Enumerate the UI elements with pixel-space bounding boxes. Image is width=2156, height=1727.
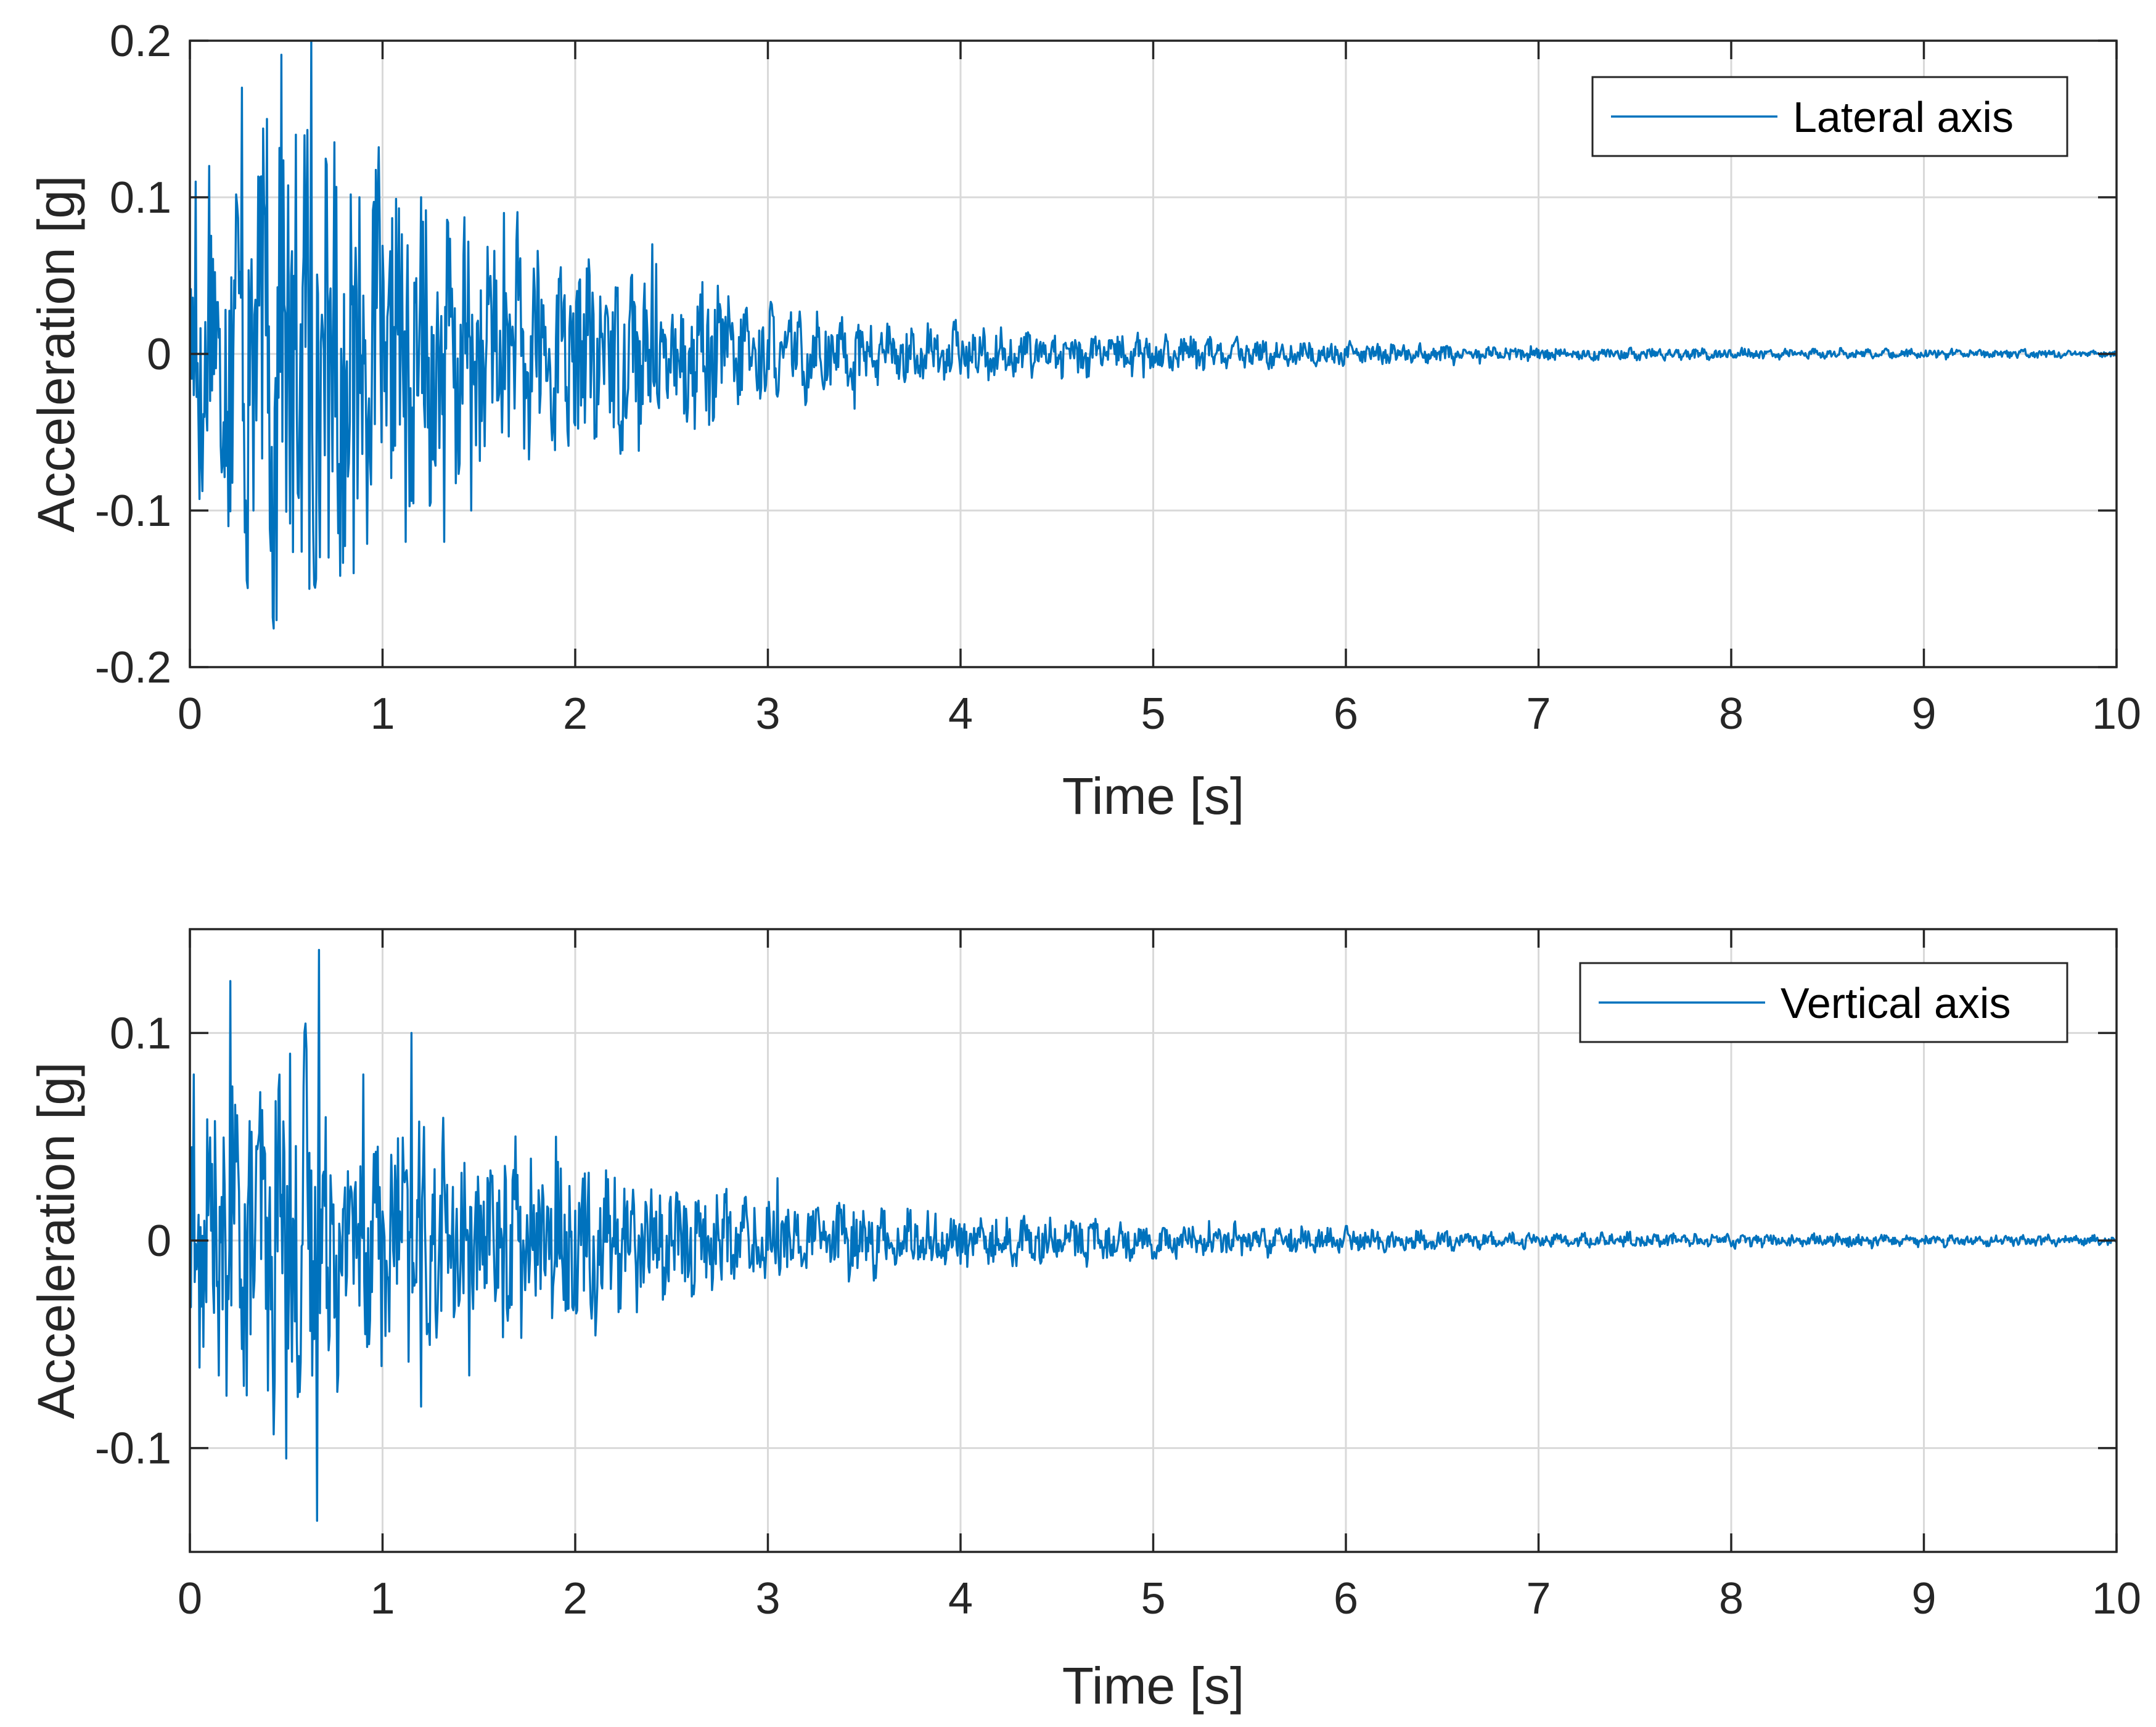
y-tick-label: 0.1 bbox=[110, 1009, 171, 1058]
y-tick-labels-lateral: -0.2 -0.1 0 0.1 0.2 bbox=[95, 17, 171, 692]
y-tick-label: 0.2 bbox=[110, 17, 171, 66]
x-tick-label: 0 bbox=[178, 689, 202, 739]
y-tick-label: 0.1 bbox=[110, 173, 171, 223]
y-tick-label: -0.1 bbox=[95, 486, 171, 536]
x-tick-label: 7 bbox=[1526, 689, 1551, 739]
x-tick-label: 9 bbox=[1911, 1574, 1936, 1623]
x-axis-label-vertical: Time [s] bbox=[1062, 1657, 1245, 1715]
y-axis-label-vertical: Acceleration [g] bbox=[27, 1062, 85, 1419]
y-tick-label: 0 bbox=[147, 330, 171, 379]
tick-marks-vertical bbox=[189, 929, 2118, 1552]
x-tick-label: 8 bbox=[1719, 689, 1744, 739]
y-tick-label: -0.1 bbox=[95, 1424, 171, 1474]
x-tick-labels-vertical: 0 1 2 3 4 5 6 7 8 9 10 bbox=[178, 1574, 2141, 1623]
legend-vertical: Vertical axis bbox=[1579, 962, 2068, 1043]
x-tick-label: 5 bbox=[1141, 689, 1165, 739]
x-tick-label: 6 bbox=[1334, 689, 1358, 739]
series-line-lateral-axis bbox=[190, 41, 2117, 630]
x-tick-label: 2 bbox=[563, 689, 588, 739]
series-line-vertical-axis bbox=[190, 949, 2117, 1522]
legend-entry-vertical-axis: Vertical axis bbox=[1781, 979, 2010, 1027]
y-axis-label-lateral: Acceleration [g] bbox=[27, 176, 85, 533]
x-tick-label: 3 bbox=[755, 689, 780, 739]
x-tick-label: 4 bbox=[948, 1574, 973, 1623]
tick-marks-lateral bbox=[189, 39, 2118, 668]
x-tick-label: 0 bbox=[178, 1574, 202, 1623]
x-tick-label: 6 bbox=[1334, 1574, 1358, 1623]
y-tick-label: 0 bbox=[147, 1216, 171, 1266]
x-tick-labels-lateral: 0 1 2 3 4 5 6 7 8 9 10 bbox=[178, 689, 2141, 739]
y-tick-label: -0.2 bbox=[95, 643, 171, 692]
x-tick-label: 1 bbox=[370, 1574, 395, 1623]
x-tick-label: 1 bbox=[370, 689, 395, 739]
x-tick-label: 7 bbox=[1526, 1574, 1551, 1623]
chart-panel-vertical: 0 1 2 3 4 5 6 7 8 9 10 -0.1 0 0.1 Time [s] Accelerat… bbox=[27, 928, 2141, 1715]
x-tick-label: 8 bbox=[1719, 1574, 1744, 1623]
y-tick-labels-vertical: -0.1 0 0.1 bbox=[95, 1009, 171, 1473]
chart-panel-lateral: 0 1 2 3 4 5 6 7 8 9 10 -0.2 -0.1 0 0.1 0.2 Time [s] Ac… bbox=[27, 17, 2141, 825]
x-tick-label: 10 bbox=[2092, 689, 2141, 739]
x-tick-label: 10 bbox=[2092, 1574, 2141, 1623]
legend-entry-lateral-axis: Lateral axis bbox=[1793, 93, 2014, 141]
legend-lateral: Lateral axis bbox=[1591, 76, 2068, 157]
x-tick-label: 3 bbox=[755, 1574, 780, 1623]
x-tick-label: 2 bbox=[563, 1574, 588, 1623]
x-tick-label: 5 bbox=[1141, 1574, 1165, 1623]
x-tick-label: 4 bbox=[948, 689, 973, 739]
x-axis-label-lateral: Time [s] bbox=[1062, 767, 1245, 825]
x-tick-label: 9 bbox=[1911, 689, 1936, 739]
